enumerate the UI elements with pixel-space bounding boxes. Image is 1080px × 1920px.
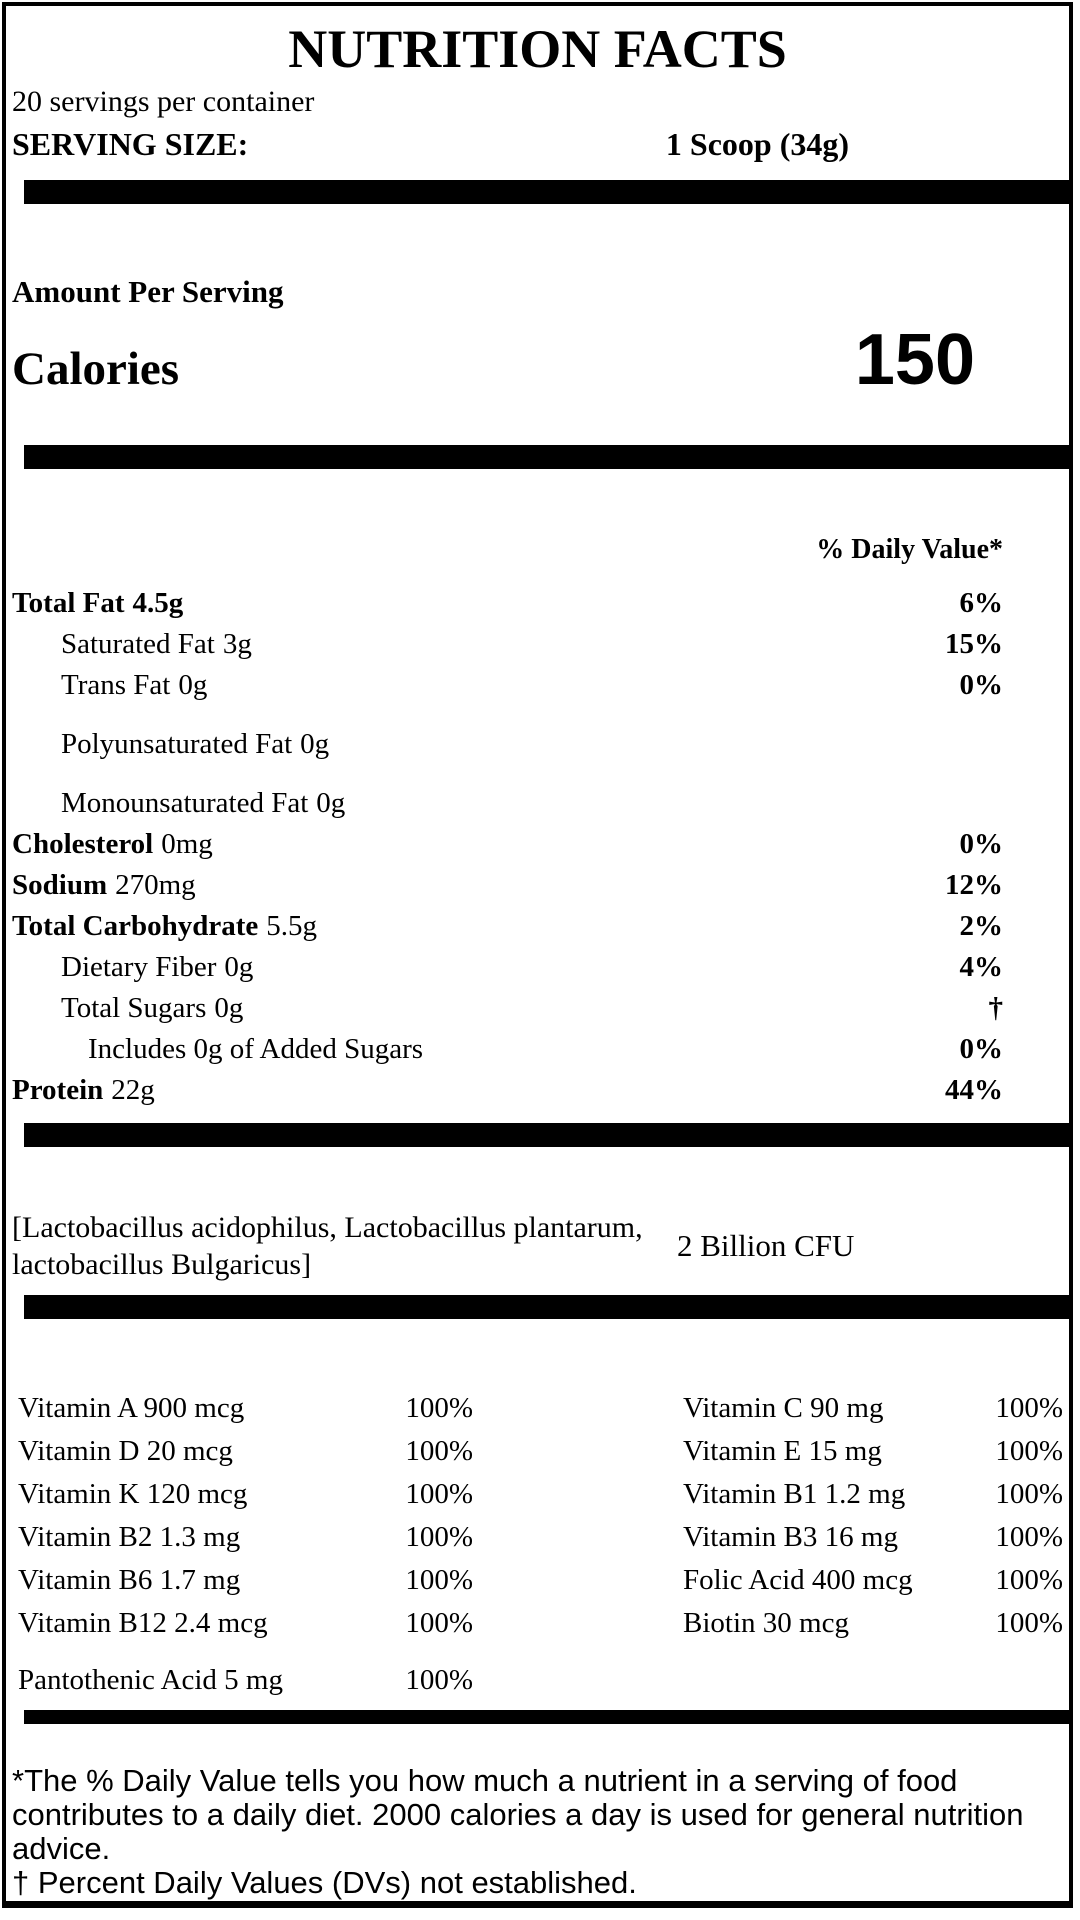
daily-value-header: % Daily Value* <box>816 534 1003 565</box>
serving-size-row: SERVING SIZE: 1 Scoop (34g) <box>12 124 1069 164</box>
daily-value-percent: 12% <box>945 869 1003 901</box>
nutrient-row-protein: Protein 22g 44% <box>6 1070 1069 1111</box>
vitamin-row: Pantothenic Acid 5 mg 100% <box>18 1664 473 1696</box>
daily-value-percent: 2% <box>959 910 1004 942</box>
daily-value-percent: 15% <box>945 628 1003 660</box>
probiotic-strains: [Lactobacillus acidophilus, Lactobacillu… <box>12 1211 643 1281</box>
vitamin-row: Vitamin B12 2.4 mcg 100% Biotin 30 mcg 1… <box>18 1607 1063 1639</box>
nutrient-row-cholesterol: Cholesterol 0mg 0% <box>6 824 1069 865</box>
vitamin-row: Vitamin A 900 mcg 100% Vitamin C 90 mg 1… <box>18 1392 1063 1424</box>
probiotic-blend-row: [Lactobacillus acidophilus, Lactobacillu… <box>12 1209 1069 1283</box>
nutrient-row-saturated-fat: Saturated Fat 3g 15% <box>6 624 1069 665</box>
serving-size-value: 1 Scoop (34g) <box>665 126 849 162</box>
nutrient-row-trans-fat: Trans Fat 0g 0% <box>6 665 1069 706</box>
vitamins-table: Vitamin A 900 mcg 100% Vitamin C 90 mg 1… <box>6 1387 1069 1702</box>
daily-value-percent: 0% <box>959 828 1004 860</box>
daily-value-percent: 0% <box>959 669 1004 701</box>
thick-divider-bar <box>24 1710 1069 1724</box>
label-title: NUTRITION FACTS <box>288 19 787 79</box>
thick-divider-bar <box>24 1295 1069 1319</box>
amount-per-serving-label: Amount Per Serving <box>12 274 284 309</box>
thick-divider-bar <box>24 1123 1069 1147</box>
nutrient-rows: Total Fat 4.5g 6% Saturated Fat 3g 15% Tra… <box>6 583 1069 1111</box>
footnote-dagger: † Percent Daily Values (DVs) not establi… <box>12 1865 637 1900</box>
serving-size-label: SERVING SIZE: <box>12 126 249 162</box>
calories-label: Calories <box>12 343 180 395</box>
vitamin-row: Vitamin K 120 mcg 100% Vitamin B1 1.2 mg… <box>18 1478 1063 1510</box>
nutrient-row-dietary-fiber: Dietary Fiber 0g 4% <box>6 947 1069 988</box>
nutrient-row-total-carbohydrate: Total Carbohydrate 5.5g 2% <box>6 906 1069 947</box>
footnote-daily-value: *The % Daily Value tells you how much a … <box>12 1763 1024 1866</box>
nutrient-row-polyunsaturated-fat: Polyunsaturated Fat 0g <box>61 728 330 760</box>
vitamin-row: Vitamin B2 1.3 mg 100% Vitamin B3 16 mg … <box>18 1521 1063 1553</box>
nutrient-row-total-fat: Total Fat 4.5g 6% <box>6 583 1069 624</box>
servings-per-container: 20 servings per container <box>12 85 315 118</box>
vitamin-row: Vitamin D 20 mcg 100% Vitamin E 15 mg 10… <box>18 1435 1063 1467</box>
probiotic-cfu-value: 2 Billion CFU <box>677 1228 855 1263</box>
nutrient-row-monounsaturated-fat: Monounsaturated Fat 0g <box>61 787 346 819</box>
daily-value-percent: 6% <box>959 587 1004 619</box>
daily-value-dagger: † <box>988 992 1004 1024</box>
calories-value: 150 <box>854 320 975 400</box>
footnote-block: *The % Daily Value tells you how much a … <box>12 1764 1027 1900</box>
daily-value-percent: 4% <box>959 951 1004 983</box>
thick-divider-bar <box>24 445 1069 469</box>
daily-value-percent: 44% <box>945 1074 1003 1106</box>
calories-row: Calories 150 <box>12 320 1069 409</box>
vitamin-row: Vitamin B6 1.7 mg 100% Folic Acid 400 mc… <box>18 1564 1063 1596</box>
nutrient-row-total-sugars: Total Sugars 0g † <box>6 988 1069 1029</box>
nutrient-row-added-sugars: Includes 0g of Added Sugars 0% <box>6 1029 1069 1070</box>
daily-value-percent: 0% <box>959 1033 1004 1065</box>
thick-divider-bar <box>24 180 1069 204</box>
nutrient-row-sodium: Sodium 270mg 12% <box>6 865 1069 906</box>
